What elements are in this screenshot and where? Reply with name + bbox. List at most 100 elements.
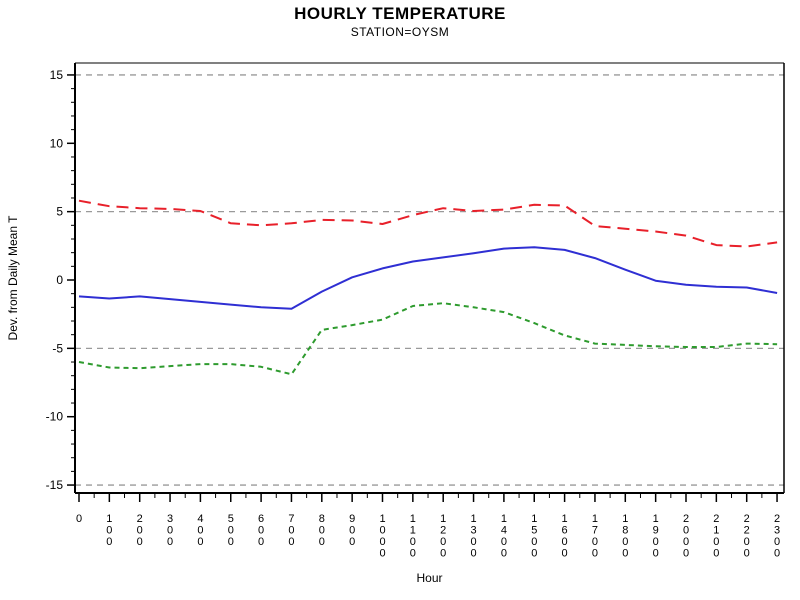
x-tick-label: 5 — [531, 525, 537, 537]
x-tick-label: 6 — [258, 513, 264, 525]
x-tick-label: 8 — [319, 513, 325, 525]
x-tick-label: 2 — [713, 513, 719, 525]
x-tick-label: 0 — [592, 548, 598, 560]
y-tick-label: 5 — [56, 205, 63, 219]
x-tick-label: 0 — [319, 536, 325, 548]
x-tick-label: 4 — [197, 513, 203, 525]
chart-subtitle: STATION=OYSM — [350, 25, 450, 39]
x-tick-label: 0 — [106, 536, 112, 548]
x-tick-label: 2 — [440, 525, 446, 537]
x-tick-label: 0 — [197, 536, 203, 548]
x-tick-label: 0 — [137, 525, 143, 537]
x-tick-label: 0 — [137, 536, 143, 548]
x-tick-label: 1 — [379, 513, 385, 525]
x-tick-label: 0 — [592, 536, 598, 548]
x-tick-label: 0 — [501, 548, 507, 560]
x-tick-label: 0 — [562, 548, 568, 560]
x-tick-label: 0 — [653, 536, 659, 548]
x-tick-label: 3 — [774, 525, 780, 537]
x-tick-label: 1 — [562, 513, 568, 525]
x-tick-label: 0 — [228, 525, 234, 537]
x-tick-label: 0 — [683, 536, 689, 548]
x-tick-label: 0 — [106, 525, 112, 537]
y-tick-label: 15 — [50, 68, 64, 82]
series-mean-deviation-blue-solid-line — [78, 246, 778, 310]
x-tick-label: 0 — [470, 548, 476, 560]
x-tick-label: 0 — [501, 536, 507, 548]
x-tick-label: 0 — [349, 525, 355, 537]
x-tick-label: 5 — [228, 513, 234, 525]
x-tick-label: 0 — [531, 548, 537, 560]
x-tick-label: 0 — [713, 536, 719, 548]
y-tick-label: 0 — [56, 273, 63, 287]
x-tick-label: 2 — [683, 513, 689, 525]
x-tick-label: 0 — [622, 536, 628, 548]
x-tick-label: 1 — [501, 513, 507, 525]
x-tick-label: 0 — [440, 536, 446, 548]
x-axis-title: Hour — [416, 571, 442, 585]
chart-title: HOURLY TEMPERATURE — [294, 4, 506, 23]
x-tick-label: 0 — [653, 548, 659, 560]
x-tick-label: 0 — [531, 536, 537, 548]
x-tick-label: 1 — [622, 513, 628, 525]
x-tick-label: 8 — [622, 525, 628, 537]
x-tick-label: 6 — [562, 525, 568, 537]
x-tick-label: 1 — [653, 513, 659, 525]
x-tick-label: 1 — [440, 513, 446, 525]
y-tick-label: 10 — [50, 136, 64, 150]
x-tick-label: 0 — [288, 536, 294, 548]
x-tick-label: 7 — [288, 513, 294, 525]
y-axis-title: Dev. from Daily Mean T — [6, 215, 20, 341]
x-tick-label: 0 — [167, 536, 173, 548]
x-tick-label: 2 — [744, 513, 750, 525]
x-tick-label: 0 — [379, 548, 385, 560]
y-tick-label: -5 — [52, 341, 63, 355]
x-tick-label: 0 — [258, 536, 264, 548]
x-tick-label: 0 — [683, 525, 689, 537]
series-upper-deviation-red-dashed-line — [78, 199, 778, 248]
x-tick-label: 0 — [228, 536, 234, 548]
x-tick-label: 0 — [379, 525, 385, 537]
x-tick-label: 0 — [744, 548, 750, 560]
x-tick-label: 0 — [744, 536, 750, 548]
x-tick-label: 1 — [713, 525, 719, 537]
y-tick-label: -10 — [46, 410, 64, 424]
x-tick-label: 3 — [470, 525, 476, 537]
x-tick-label: 1 — [410, 525, 416, 537]
x-tick-label: 1 — [106, 513, 112, 525]
x-tick-label: 9 — [653, 525, 659, 537]
x-tick-label: 1 — [470, 513, 476, 525]
x-tick-label: 0 — [167, 525, 173, 537]
x-tick-label: 3 — [167, 513, 173, 525]
x-tick-label: 1 — [531, 513, 537, 525]
x-tick-label: 0 — [440, 548, 446, 560]
x-tick-label: 0 — [349, 536, 355, 548]
x-tick-label: 0 — [622, 548, 628, 560]
x-tick-label: 0 — [470, 536, 476, 548]
x-tick-label: 0 — [774, 536, 780, 548]
x-tick-label: 0 — [76, 513, 82, 525]
x-tick-label: 0 — [379, 536, 385, 548]
series-lower-deviation-green-dashed-line — [78, 302, 778, 376]
x-tick-label: 4 — [501, 525, 507, 537]
x-tick-label: 0 — [410, 536, 416, 548]
x-tick-label: 0 — [197, 525, 203, 537]
x-tick-label: 0 — [562, 536, 568, 548]
x-tick-label: 7 — [592, 525, 598, 537]
x-tick-label: 1 — [410, 513, 416, 525]
x-tick-label: 0 — [774, 548, 780, 560]
x-tick-label: 0 — [713, 548, 719, 560]
y-tick-label: -15 — [46, 478, 64, 492]
x-tick-label: 9 — [349, 513, 355, 525]
x-tick-label: 0 — [319, 525, 325, 537]
x-tick-label: 2 — [774, 513, 780, 525]
x-tick-label: 0 — [258, 525, 264, 537]
x-tick-label: 2 — [137, 513, 143, 525]
x-tick-label: 0 — [410, 548, 416, 560]
x-tick-label: 1 — [592, 513, 598, 525]
x-tick-label: 0 — [288, 525, 294, 537]
x-tick-label: 0 — [683, 548, 689, 560]
x-tick-label: 2 — [744, 525, 750, 537]
